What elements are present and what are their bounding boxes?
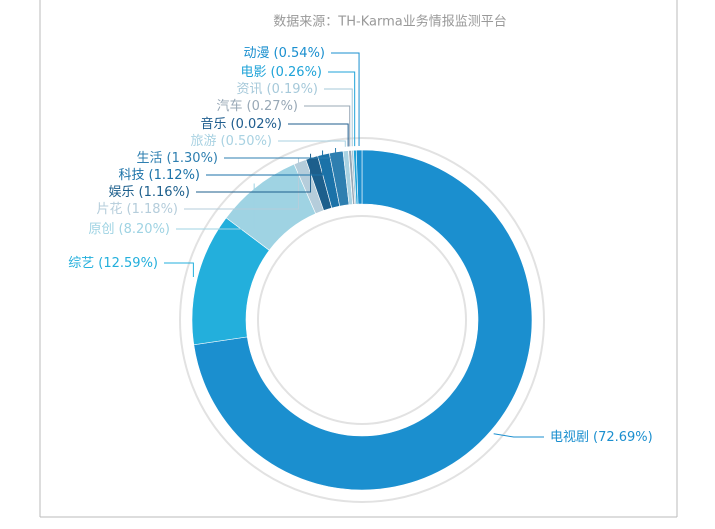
label-category: 综艺 xyxy=(68,256,94,271)
label-category: 动漫 xyxy=(244,46,270,61)
leader-line xyxy=(493,433,544,438)
label-category: 旅游 xyxy=(191,134,217,149)
label-category: 片花 xyxy=(97,201,123,217)
label-value: (0.02%) xyxy=(231,117,282,132)
label-value: (0.19%) xyxy=(267,82,318,97)
label-value: (0.54%) xyxy=(274,46,325,61)
label-value: (0.50%) xyxy=(221,134,272,149)
label-value: (0.27%) xyxy=(247,99,298,114)
label-value: (12.59%) xyxy=(98,256,158,271)
label-value: (8.20%) xyxy=(119,222,170,237)
data-label: 资讯 (0.19%) xyxy=(237,82,318,97)
leader-line xyxy=(196,153,312,193)
label-category: 音乐 xyxy=(201,116,227,132)
data-label: 电影 (0.26%) xyxy=(241,65,322,80)
leader-line xyxy=(206,150,324,176)
label-category: 电影 xyxy=(241,65,267,80)
label-value: (1.16%) xyxy=(139,185,190,200)
label-value: (1.12%) xyxy=(149,168,200,183)
label-value: (0.26%) xyxy=(271,65,322,80)
label-value: (72.69%) xyxy=(593,430,653,445)
label-category: 资讯 xyxy=(237,82,263,97)
label-category: 生活 xyxy=(137,151,163,166)
label-category: 电视剧 xyxy=(550,430,589,445)
label-category: 汽车 xyxy=(217,98,243,114)
leader-line xyxy=(331,52,360,147)
chart-subtitle: 数据来源：TH-Karma业务情报监测平台 xyxy=(273,14,506,30)
leader-line xyxy=(224,148,337,159)
data-label: 综艺 (12.59%) xyxy=(68,256,158,271)
leader-line xyxy=(304,105,351,147)
label-category: 科技 xyxy=(119,168,145,183)
donut-slice xyxy=(193,149,533,491)
leader-line xyxy=(328,71,356,147)
outer-ring xyxy=(179,137,545,503)
data-label: 音乐 (0.02%) xyxy=(201,116,282,132)
label-category: 娱乐 xyxy=(109,185,135,200)
donut-slice xyxy=(355,149,363,205)
data-label: 动漫 (0.54%) xyxy=(244,46,325,61)
data-label: 电视剧 (72.69%) xyxy=(550,430,653,445)
data-label: 娱乐 (1.16%) xyxy=(109,185,190,200)
data-label: 片花 (1.18%) xyxy=(97,201,178,217)
label-value: (1.18%) xyxy=(127,202,178,217)
data-label: 科技 (1.12%) xyxy=(119,168,200,183)
label-value: (1.30%) xyxy=(167,151,218,166)
leader-line xyxy=(176,183,255,230)
inner-ring xyxy=(257,215,467,425)
data-label: 原创 (8.20%) xyxy=(89,222,170,237)
leader-line xyxy=(324,88,353,147)
leader-line xyxy=(278,140,346,147)
data-label: 旅游 (0.50%) xyxy=(191,134,272,149)
data-label: 生活 (1.30%) xyxy=(137,151,218,166)
label-category: 原创 xyxy=(89,222,115,237)
leader-line xyxy=(164,262,194,278)
data-label: 汽车 (0.27%) xyxy=(217,98,298,114)
leader-line xyxy=(288,123,349,147)
